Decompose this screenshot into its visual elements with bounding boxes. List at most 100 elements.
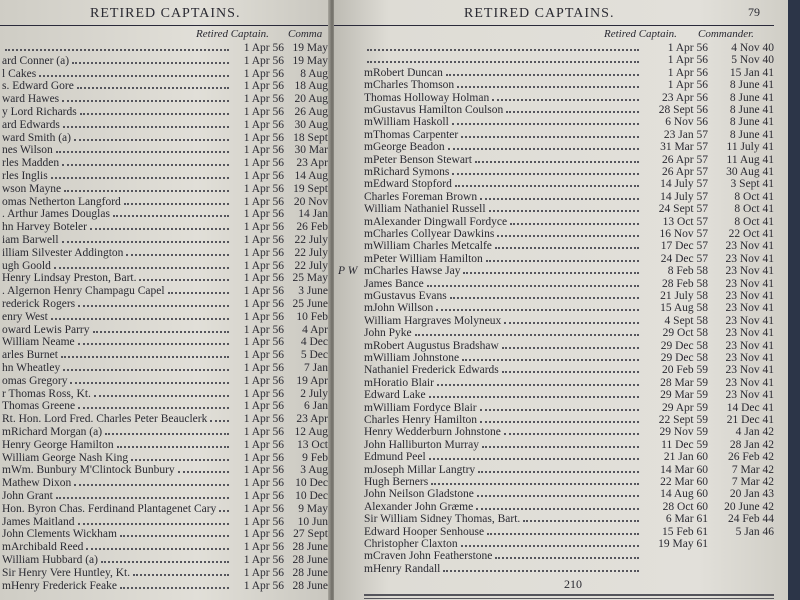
leader-dots [55,151,229,154]
commander-date: 20 Jan 43 [729,488,774,501]
retired-captain-date: 1 Apr 56 [243,374,284,387]
commander-date: 30 Aug 41 [726,166,774,178]
retired-captain-date: 1 Apr 56 [243,131,284,144]
retired-captain-date: 1 Apr 56 [243,528,284,541]
table-row: ward Hawes 1 Apr 56 20 Aug [2,93,328,105]
commander-date: 5 Nov 40 [731,54,774,67]
captain-name: rles Inglis [2,170,48,182]
retired-captain-date: 28 Oct 60 [662,500,708,513]
commander-date: 23 Nov 41 [725,364,774,377]
captain-name: Christopher Claxton [364,538,458,550]
retired-captain-date: 1 Apr 56 [243,323,284,336]
leader-dots [447,148,639,151]
retired-captain-date: 1 Apr 56 [243,298,284,310]
leader-dots [131,458,229,461]
captain-name: mEdward Stopford [364,178,452,191]
table-row: mWilliam Charles Metcalfe 17 Dec 57 23 Nov… [364,240,774,252]
captain-name: James Bance [364,277,424,290]
captain-name: mPeter Benson Stewart [364,153,472,166]
leader-dots [485,259,639,262]
commander-date: 8 June 41 [729,128,774,141]
commander-date: 8 June 41 [729,79,774,92]
leader-dots [50,317,229,320]
captain-name: mRichard Symons [364,166,450,178]
table-row: iam Barwell 1 Apr 56 22 July [2,234,328,246]
table-row: 1 Apr 56 4 Nov 40 [364,42,774,54]
commander-date: 8 June 41 [729,91,774,104]
commander-date: 14 Dec 41 [726,401,774,414]
commander-date: 22 July [294,246,328,259]
commander-date: 7 Mar 42 [731,463,774,476]
commander-date: 2 July [300,387,328,400]
table-row: John Neilson Gladstone 14 Aug 60 20 Jan 43 [364,488,774,500]
commander-date: 9 May [298,502,328,515]
captain-name: mWilliam Haskoll [364,116,449,129]
commander-date: 23 Nov 41 [725,339,774,352]
retired-captain-date: 14 Aug 60 [660,488,708,501]
leader-dots [55,497,229,499]
commander-date: 10 Feb [296,310,328,323]
retired-captain-date: 1 Apr 56 [243,157,284,170]
book-gutter [328,0,336,600]
retired-captain-date: 23 Jan 57 [663,128,708,141]
table-row: James Maitland 1 Apr 56 10 Jun [2,516,328,528]
leader-dots [100,561,229,563]
leader-dots [451,123,639,126]
footer-rule [364,594,774,599]
table-row: ward Smith (a) 1 Apr 56 18 Sept [2,132,328,144]
table-row: rederick Rogers 1 Apr 56 25 June [2,298,328,310]
leader-dots [133,573,229,576]
commander-date: 23 Nov 41 [725,290,774,302]
margin-note: P W [338,265,358,278]
commander-date: 27 Sept [293,528,328,541]
retired-captain-date: 1 Apr 56 [243,426,284,438]
table-row: illiam Silvester Addington 1 Apr 56 22 Jul… [2,247,328,259]
retired-captain-date: 1 Apr 56 [243,221,284,234]
retired-captain-date: 1 Apr 56 [667,66,708,79]
right-page: RETIRED CAPTAINS. 79 Retired Captain. Co… [334,0,788,600]
captain-name: Edmund Peel [364,451,426,464]
leader-dots [462,359,639,361]
commander-date: 10 Dec [295,490,328,502]
leader-dots [70,381,229,384]
captain-name: arles Burnet [2,349,58,362]
leader-dots [443,569,639,572]
table-row: mPeter William Hamilton 24 Dec 57 23 Nov 4… [364,253,774,265]
captain-name: mGeorge Beadon [364,141,445,154]
captain-name: ugh Goold [2,259,51,272]
retired-captain-date: 22 Mar 60 [660,476,708,488]
leader-dots [50,177,229,179]
table-row: Edmund Peel 21 Jan 60 26 Feb 42 [364,451,774,463]
retired-captain-date: 1 Apr 56 [243,54,284,67]
captain-name: Sir Henry Vere Huntley, Kt. [2,566,131,579]
captain-name: ard Conner (a) [2,54,70,67]
retired-captain-date: 13 Oct 57 [662,215,708,228]
captain-name: mRobert Augustus Bradshaw [364,339,499,352]
commander-date: 6 Jan [304,400,328,413]
retired-captain-date: 21 Jan 60 [663,451,708,464]
table-row: Sir William Sidney Thomas, Bart. 6 Mar 61… [364,513,774,525]
captain-name: Sir William Sidney Thomas, Bart. [364,513,521,526]
commander-date: 20 Nov [293,195,328,208]
captain-name: mGustavus Evans [364,290,447,302]
captain-name: John Neilson Gladstone [364,488,474,501]
commander-date: 28 Jan 42 [729,438,774,451]
leader-dots [39,74,229,77]
captain-name: mWilliam Charles Metcalfe [364,240,492,253]
leader-dots [63,369,229,371]
table-row: omas Netherton Langford 1 Apr 56 20 Nov [2,196,328,208]
table-row: ard Edwards 1 Apr 56 30 Aug [2,119,328,131]
leader-dots [488,210,639,213]
commander-date: 26 Aug [294,106,328,118]
table-row: Thomas Greene 1 Apr 56 6 Jan [2,400,328,412]
captain-name: mThomas Carpenter [364,128,459,141]
retired-captain-date: 19 May 61 [658,538,708,550]
leader-dots [5,49,229,51]
table-row: Thomas Holloway Holman 23 Apr 56 8 June 41 [364,92,774,104]
captain-name: mAlexander Dingwall Fordyce [364,215,508,228]
captain-name: oward Lewis Parry [2,323,90,336]
retired-captain-date: 14 Mar 60 [660,463,708,476]
commander-date: 3 Aug [300,464,328,477]
column-header-commander: Comma [288,28,323,40]
retired-captain-date: 1 Apr 56 [243,80,284,93]
